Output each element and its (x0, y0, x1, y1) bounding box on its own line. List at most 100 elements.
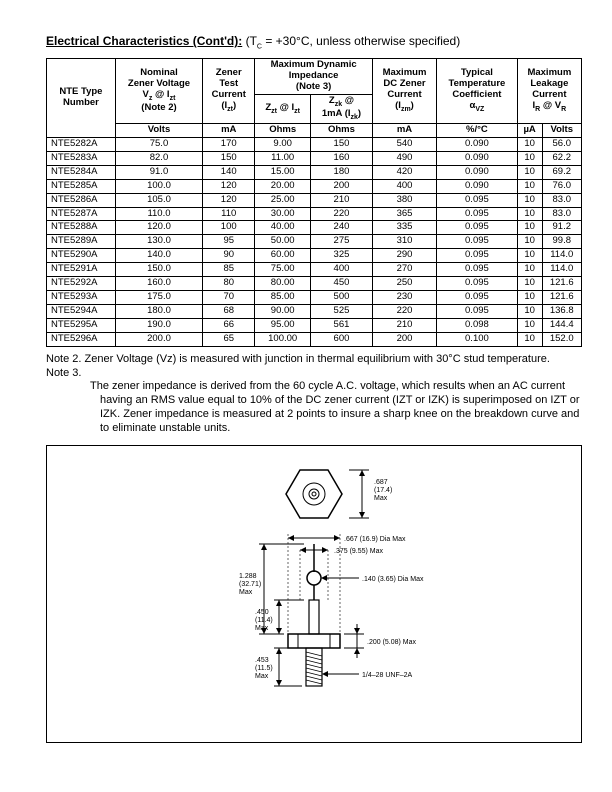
cell-avz: 0.095 (437, 277, 518, 291)
cell-vz: 175.0 (115, 291, 202, 305)
cell-zzt: 50.00 (255, 235, 311, 249)
cell-vr: 136.8 (542, 305, 582, 319)
cell-nte: NTE5294A (47, 305, 116, 319)
unit-ma: mA (203, 124, 255, 138)
package-svg: .687(17.4)Max (149, 454, 479, 734)
cell-izm: 400 (372, 179, 436, 193)
col-zzk: Zzk @1mA (Izk) (311, 95, 373, 124)
note-2: Note 2. Zener Voltage (Vz) is measured w… (46, 353, 582, 367)
cell-zzk: 450 (311, 277, 373, 291)
cell-vr: 56.0 (542, 137, 582, 151)
cell-vz: 130.0 (115, 235, 202, 249)
cell-avz: 0.095 (437, 305, 518, 319)
title-rest2: = +30°C, unless otherwise specified) (262, 34, 460, 48)
table-row: NTE5285A100.012020.002004000.0901076.0 (47, 179, 582, 193)
cell-avz: 0.095 (437, 235, 518, 249)
cell-zzt: 25.00 (255, 193, 311, 207)
unit-ma2: mA (372, 124, 436, 138)
cell-zzk: 500 (311, 291, 373, 305)
cell-ir: 10 (517, 221, 542, 235)
cell-vr: 99.8 (542, 235, 582, 249)
cell-zzk: 275 (311, 235, 373, 249)
cell-ir: 10 (517, 249, 542, 263)
cell-avz: 0.095 (437, 207, 518, 221)
cell-nte: NTE5288A (47, 221, 116, 235)
cell-nte: NTE5291A (47, 263, 116, 277)
unit-ua: µA (517, 124, 542, 138)
cell-ir: 10 (517, 179, 542, 193)
unit-volts2: Volts (542, 124, 582, 138)
cell-zzk: 240 (311, 221, 373, 235)
cell-vz: 110.0 (115, 207, 202, 221)
package-diagram: .687(17.4)Max (46, 445, 582, 743)
cell-zzk: 561 (311, 318, 373, 332)
cell-zzt: 15.00 (255, 165, 311, 179)
cell-vr: 83.0 (542, 207, 582, 221)
datasheet-page: Electrical Characteristics (Cont'd): (TC… (0, 0, 612, 763)
cell-zzk: 200 (311, 179, 373, 193)
cell-vz: 200.0 (115, 332, 202, 346)
table-row: NTE5293A175.07085.005002300.09510121.6 (47, 291, 582, 305)
cell-izt: 150 (203, 151, 255, 165)
cell-ir: 10 (517, 165, 542, 179)
cell-vr: 144.4 (542, 318, 582, 332)
cell-vz: 190.0 (115, 318, 202, 332)
cell-zzk: 600 (311, 332, 373, 346)
cell-nte: NTE5282A (47, 137, 116, 151)
cell-vr: 114.0 (542, 263, 582, 277)
cell-avz: 0.090 (437, 151, 518, 165)
cell-ir: 10 (517, 318, 542, 332)
cell-izt: 140 (203, 165, 255, 179)
cell-izm: 335 (372, 221, 436, 235)
table-row: NTE5296A200.065100.006002000.10010152.0 (47, 332, 582, 346)
table-row: NTE5283A82.015011.001604900.0901062.2 (47, 151, 582, 165)
table-row: NTE5295A190.06695.005612100.09810144.4 (47, 318, 582, 332)
cell-avz: 0.095 (437, 249, 518, 263)
cell-nte: NTE5289A (47, 235, 116, 249)
cell-zzt: 9.00 (255, 137, 311, 151)
cell-izt: 95 (203, 235, 255, 249)
cell-vr: 152.0 (542, 332, 582, 346)
dim-687: .687(17.4)Max (374, 479, 392, 502)
cell-nte: NTE5283A (47, 151, 116, 165)
table-row: NTE5288A120.010040.002403350.0951091.2 (47, 221, 582, 235)
cell-izm: 540 (372, 137, 436, 151)
table-row: NTE5284A91.014015.001804200.0901069.2 (47, 165, 582, 179)
section-title: Electrical Characteristics (Cont'd): (TC… (46, 34, 582, 50)
cell-izt: 65 (203, 332, 255, 346)
cell-nte: NTE5286A (47, 193, 116, 207)
cell-izt: 110 (203, 207, 255, 221)
dim-450: .450(11.4)Max (255, 609, 273, 632)
cell-ir: 10 (517, 277, 542, 291)
cell-izt: 70 (203, 291, 255, 305)
cell-izm: 490 (372, 151, 436, 165)
col-izt: ZenerTestCurrent(Izt) (203, 59, 255, 124)
cell-ir: 10 (517, 193, 542, 207)
cell-vr: 121.6 (542, 291, 582, 305)
cell-zzt: 85.00 (255, 291, 311, 305)
dim-453: .453(11.5)Max (255, 657, 273, 680)
cell-avz: 0.095 (437, 221, 518, 235)
table-row: NTE5291A150.08575.004002700.09510114.0 (47, 263, 582, 277)
cell-vr: 91.2 (542, 221, 582, 235)
cell-nte: NTE5285A (47, 179, 116, 193)
table-row: NTE5294A180.06890.005252200.09510136.8 (47, 305, 582, 319)
col-izm: MaximumDC ZenerCurrent(Izm) (372, 59, 436, 124)
cell-vr: 114.0 (542, 249, 582, 263)
cell-izm: 210 (372, 318, 436, 332)
cell-avz: 0.095 (437, 291, 518, 305)
cell-vz: 160.0 (115, 277, 202, 291)
table-row: NTE5286A105.012025.002103800.0951083.0 (47, 193, 582, 207)
cell-vz: 140.0 (115, 249, 202, 263)
cell-zzt: 100.00 (255, 332, 311, 346)
col-mdi: Maximum DynamicImpedance(Note 3) (255, 59, 373, 95)
table-row: NTE5292A160.08080.004502500.09510121.6 (47, 277, 582, 291)
title-rest: (T (242, 34, 257, 48)
cell-izm: 290 (372, 249, 436, 263)
cell-zzk: 180 (311, 165, 373, 179)
cell-avz: 0.100 (437, 332, 518, 346)
col-zzt: Zzt @ Izt (255, 95, 311, 124)
cell-zzk: 525 (311, 305, 373, 319)
cell-vz: 82.0 (115, 151, 202, 165)
unit-ohms1: Ohms (255, 124, 311, 138)
